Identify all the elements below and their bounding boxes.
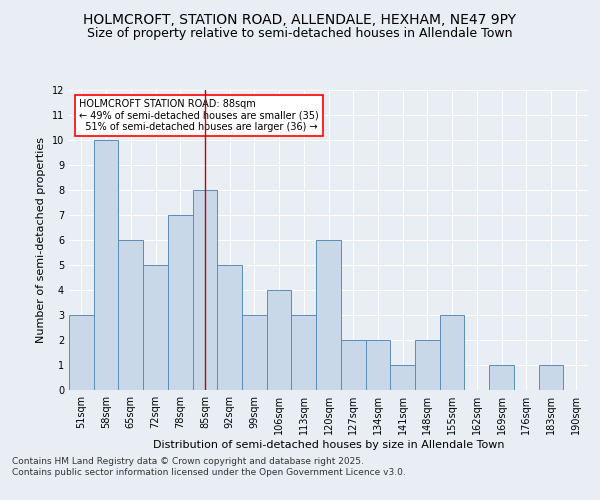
Bar xyxy=(118,240,143,390)
Bar xyxy=(365,340,390,390)
Text: Size of property relative to semi-detached houses in Allendale Town: Size of property relative to semi-detach… xyxy=(87,28,513,40)
X-axis label: Distribution of semi-detached houses by size in Allendale Town: Distribution of semi-detached houses by … xyxy=(153,440,504,450)
Y-axis label: Number of semi-detached properties: Number of semi-detached properties xyxy=(36,137,46,343)
Bar xyxy=(267,290,292,390)
Text: HOLMCROFT STATION ROAD: 88sqm
← 49% of semi-detached houses are smaller (35)
  5: HOLMCROFT STATION ROAD: 88sqm ← 49% of s… xyxy=(79,99,319,132)
Bar xyxy=(390,365,415,390)
Text: Contains HM Land Registry data © Crown copyright and database right 2025.
Contai: Contains HM Land Registry data © Crown c… xyxy=(12,458,406,477)
Text: HOLMCROFT, STATION ROAD, ALLENDALE, HEXHAM, NE47 9PY: HOLMCROFT, STATION ROAD, ALLENDALE, HEXH… xyxy=(83,12,517,26)
Bar xyxy=(440,315,464,390)
Bar xyxy=(316,240,341,390)
Bar xyxy=(292,315,316,390)
Bar xyxy=(415,340,440,390)
Bar xyxy=(242,315,267,390)
Bar xyxy=(193,190,217,390)
Bar xyxy=(143,265,168,390)
Bar xyxy=(341,340,365,390)
Bar xyxy=(69,315,94,390)
Bar xyxy=(94,140,118,390)
Bar xyxy=(217,265,242,390)
Bar xyxy=(489,365,514,390)
Bar xyxy=(168,215,193,390)
Bar xyxy=(539,365,563,390)
